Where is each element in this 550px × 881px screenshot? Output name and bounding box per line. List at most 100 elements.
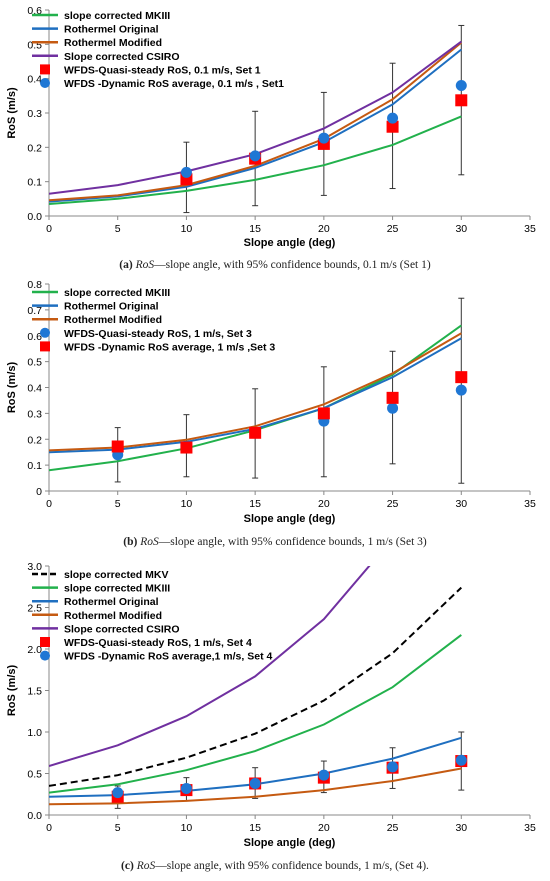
data-point-circle [249, 777, 261, 789]
caption-c-variable: RoS [136, 860, 156, 872]
legend-label: Slope corrected CSIRO [64, 623, 180, 635]
y-axis-label: RoS (m/s) [6, 87, 18, 139]
legend-label: WFDS-Quasi-steady RoS, 0.1 m/s, Set 1 [64, 64, 261, 76]
x-tick-label: 10 [181, 223, 193, 235]
series-line [49, 41, 462, 202]
chart-c: 0 5 10 15 20 25 30 35 0.0 0.5 1.0 1.5 2.0 2.5 3.0 Slope… [6, 561, 536, 849]
x-tick-label: 0 [46, 822, 52, 834]
data-point-square [386, 120, 399, 133]
data-point-circle [387, 112, 399, 124]
legend-label: Rothermel Original [64, 596, 159, 608]
x-tick-label: 25 [387, 498, 399, 510]
chart-panel-b: 0 5 10 15 20 25 30 35 0 0.1 0.2 0.3 0.4 0.5 0.6 0.7 0.8 S… [0, 278, 550, 531]
data-point-circle [318, 769, 330, 781]
legend-label: Rothermel Modified [64, 314, 162, 326]
caption-c: (c) RoS—slope angle, with 95% confidence… [0, 860, 550, 872]
x-tick-label: 20 [318, 223, 330, 235]
y-tick-label: 0.3 [27, 108, 42, 120]
data-point-square [386, 391, 399, 404]
legend-label: WFDS-Quasi-steady RoS, 1 m/s, Set 4 [64, 637, 252, 649]
series-line [49, 566, 371, 767]
legend-label: slope corrected MKIII [64, 287, 170, 299]
series-line [49, 586, 462, 787]
y-tick-label: 0.0 [27, 810, 42, 822]
legend-swatch-circle [40, 327, 50, 338]
y-tick-label: 0.5 [27, 357, 42, 369]
y-tick-label: 0.1 [27, 460, 42, 472]
legend-label: Rothermel Modified [64, 37, 162, 49]
legend-swatch-square [40, 341, 50, 352]
y-tick-label: 0.8 [27, 279, 42, 291]
x-tick-label: 5 [115, 822, 121, 834]
legend-label: WFDS -Dynamic RoS average,1 m/s, Set 4 [64, 651, 272, 663]
chart-panel-a: 0 5 10 15 20 25 30 35 0.0 0.1 0.2 0.3 0.4 0.5 0.6 Slope… [0, 0, 550, 258]
x-tick-label: 30 [455, 822, 467, 834]
caption-b-text: —slope angle, with 95% confidence bounds… [158, 536, 427, 548]
x-tick-label: 20 [318, 822, 330, 834]
data-point-square [455, 94, 468, 107]
data-point-circle [387, 402, 399, 414]
caption-b-variable: RoS [140, 536, 159, 548]
legend-label: slope corrected MKIII [64, 583, 170, 595]
y-tick-label: 0.3 [27, 408, 42, 420]
caption-a-text: —slope angle, with 95% confidence bounds… [154, 259, 431, 271]
x-tick-label: 15 [249, 498, 261, 510]
legend-swatch-square [40, 637, 50, 647]
y-tick-label: 0 [36, 486, 42, 498]
x-axis-label: Slope angle (deg) [244, 513, 336, 525]
x-tick-label: 5 [115, 498, 121, 510]
legend-swatch-circle [40, 78, 50, 88]
data-point-circle [387, 761, 399, 773]
chart-panel-c: 0 5 10 15 20 25 30 35 0.0 0.5 1.0 1.5 2.0 2.5 3.0 Slope… [0, 556, 550, 856]
legend-label: Rothermel Modified [64, 610, 162, 622]
x-tick-label: 30 [455, 498, 467, 510]
caption-b: (b) RoS—slope angle, with 95% confidence… [0, 536, 550, 548]
caption-a: (a) RoS—slope angle, with 95% confidence… [0, 259, 550, 271]
x-tick-label: 15 [249, 822, 261, 834]
series-line [49, 634, 462, 794]
data-point-circle [455, 384, 467, 396]
caption-b-label: (b) [123, 536, 138, 548]
y-tick-label: 0.2 [27, 434, 42, 446]
data-point-circle [455, 80, 467, 92]
x-axis-label: Slope angle (deg) [244, 837, 336, 849]
data-point-square [317, 407, 330, 420]
data-point-square [111, 440, 124, 453]
x-axis-label: Slope angle (deg) [244, 237, 336, 249]
y-tick-label: 0.0 [27, 211, 42, 223]
y-tick-label: 0.4 [27, 383, 42, 395]
legend-label: slope corrected MKIII [64, 10, 170, 22]
caption-c-label: (c) [121, 860, 134, 872]
y-tick-label: 2.0 [27, 644, 42, 656]
x-tick-label: 25 [387, 822, 399, 834]
legend-label: slope corrected MKV [64, 569, 168, 581]
chart-b: 0 5 10 15 20 25 30 35 0 0.1 0.2 0.3 0.4 0.5 0.6 0.7 0.8 S… [6, 279, 536, 525]
y-tick-label: 0.7 [27, 305, 42, 317]
legend-swatch-square [40, 64, 50, 75]
y-tick-label: 1.5 [27, 686, 42, 698]
x-tick-label: 25 [387, 223, 399, 235]
data-point-circle [180, 166, 192, 178]
x-tick-label: 35 [524, 498, 536, 510]
data-point-square [249, 426, 262, 439]
x-tick-label: 30 [455, 223, 467, 235]
x-tick-label: 0 [46, 498, 52, 510]
series-line [49, 767, 462, 806]
data-point-square [455, 371, 468, 384]
data-point-square [180, 441, 193, 454]
legend-swatch-circle [40, 650, 50, 661]
series-line [49, 115, 462, 205]
x-tick-label: 20 [318, 498, 330, 510]
caption-a-variable: RoS [135, 259, 155, 271]
x-tick-label: 10 [181, 822, 193, 834]
x-tick-label: 0 [46, 223, 52, 235]
legend-label: Rothermel Original [64, 301, 159, 313]
caption-a-label: (a) [119, 259, 133, 271]
y-tick-label: 0.4 [27, 74, 42, 86]
y-tick-label: 2.5 [27, 603, 42, 615]
chart-a: 0 5 10 15 20 25 30 350.00.10.20.30.40.50.6Slope… [6, 5, 536, 249]
y-axis-label: RoS (m/s) [6, 664, 18, 716]
x-tick-label: 15 [249, 223, 261, 235]
data-point-circle [318, 132, 330, 144]
x-tick-label: 35 [524, 223, 536, 235]
